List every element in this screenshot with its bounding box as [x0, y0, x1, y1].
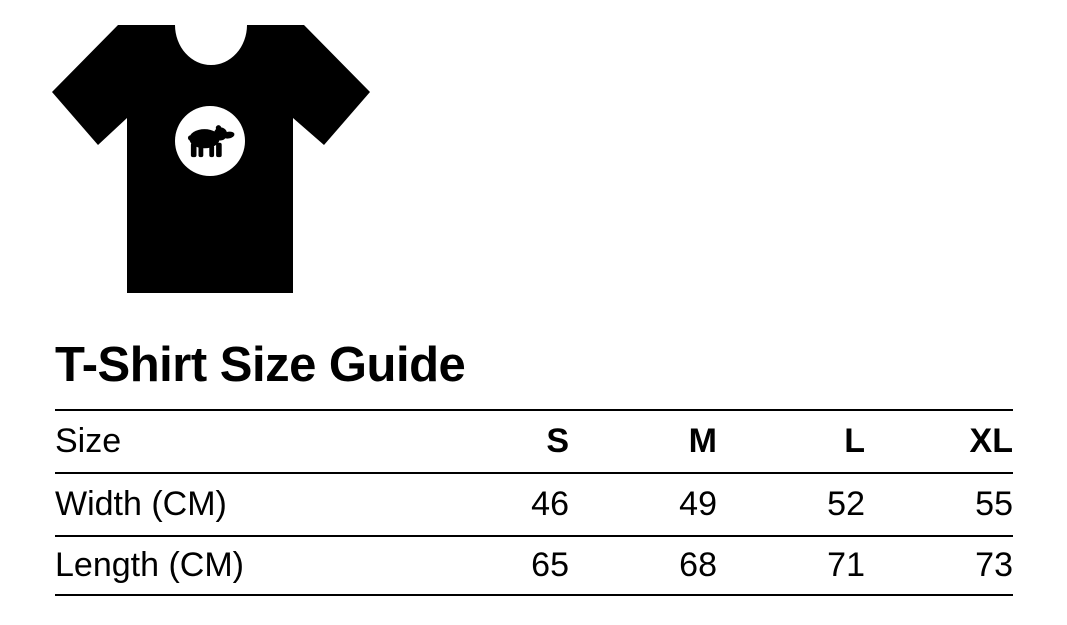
width-value-l: 52	[827, 485, 865, 523]
table-header-row: Size S M L XL	[55, 410, 1013, 473]
tshirt-icon	[52, 25, 370, 293]
column-header-l: L	[844, 422, 865, 460]
column-header-size: Size	[55, 422, 122, 460]
bear-icon	[187, 125, 235, 158]
table-row-width: Width (CM) 46 49 52 55	[55, 473, 1013, 536]
row-label-length: Length (CM)	[55, 546, 244, 584]
page-title: T-Shirt Size Guide	[55, 338, 466, 392]
column-header-xl: XL	[969, 422, 1013, 460]
length-value-xl: 73	[975, 546, 1013, 584]
table-row-length: Length (CM) 65 68 71 73	[55, 536, 1013, 595]
size-table: Size S M L XL Width (CM) 46 49 52 55 Len…	[55, 409, 1013, 596]
row-label-width: Width (CM)	[55, 485, 227, 523]
column-header-m: M	[688, 422, 717, 460]
width-value-xl: 55	[975, 485, 1013, 523]
length-value-s: 65	[531, 546, 569, 584]
length-value-m: 68	[679, 546, 717, 584]
width-value-m: 49	[679, 485, 717, 523]
length-value-l: 71	[827, 546, 865, 584]
width-value-s: 46	[531, 485, 569, 523]
column-header-s: S	[546, 422, 569, 460]
